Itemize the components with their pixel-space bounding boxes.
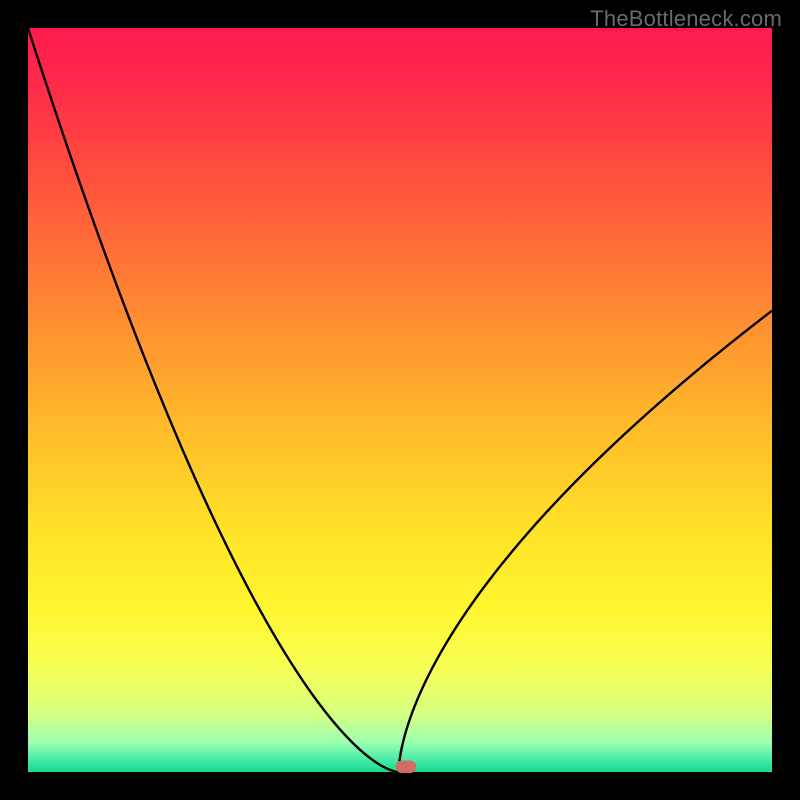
watermark-text: TheBottleneck.com [590,6,782,32]
gradient-background [28,28,772,772]
chart-frame: TheBottleneck.com [0,0,800,800]
minimum-marker [396,760,417,773]
bottleneck-curve-plot [0,0,800,800]
